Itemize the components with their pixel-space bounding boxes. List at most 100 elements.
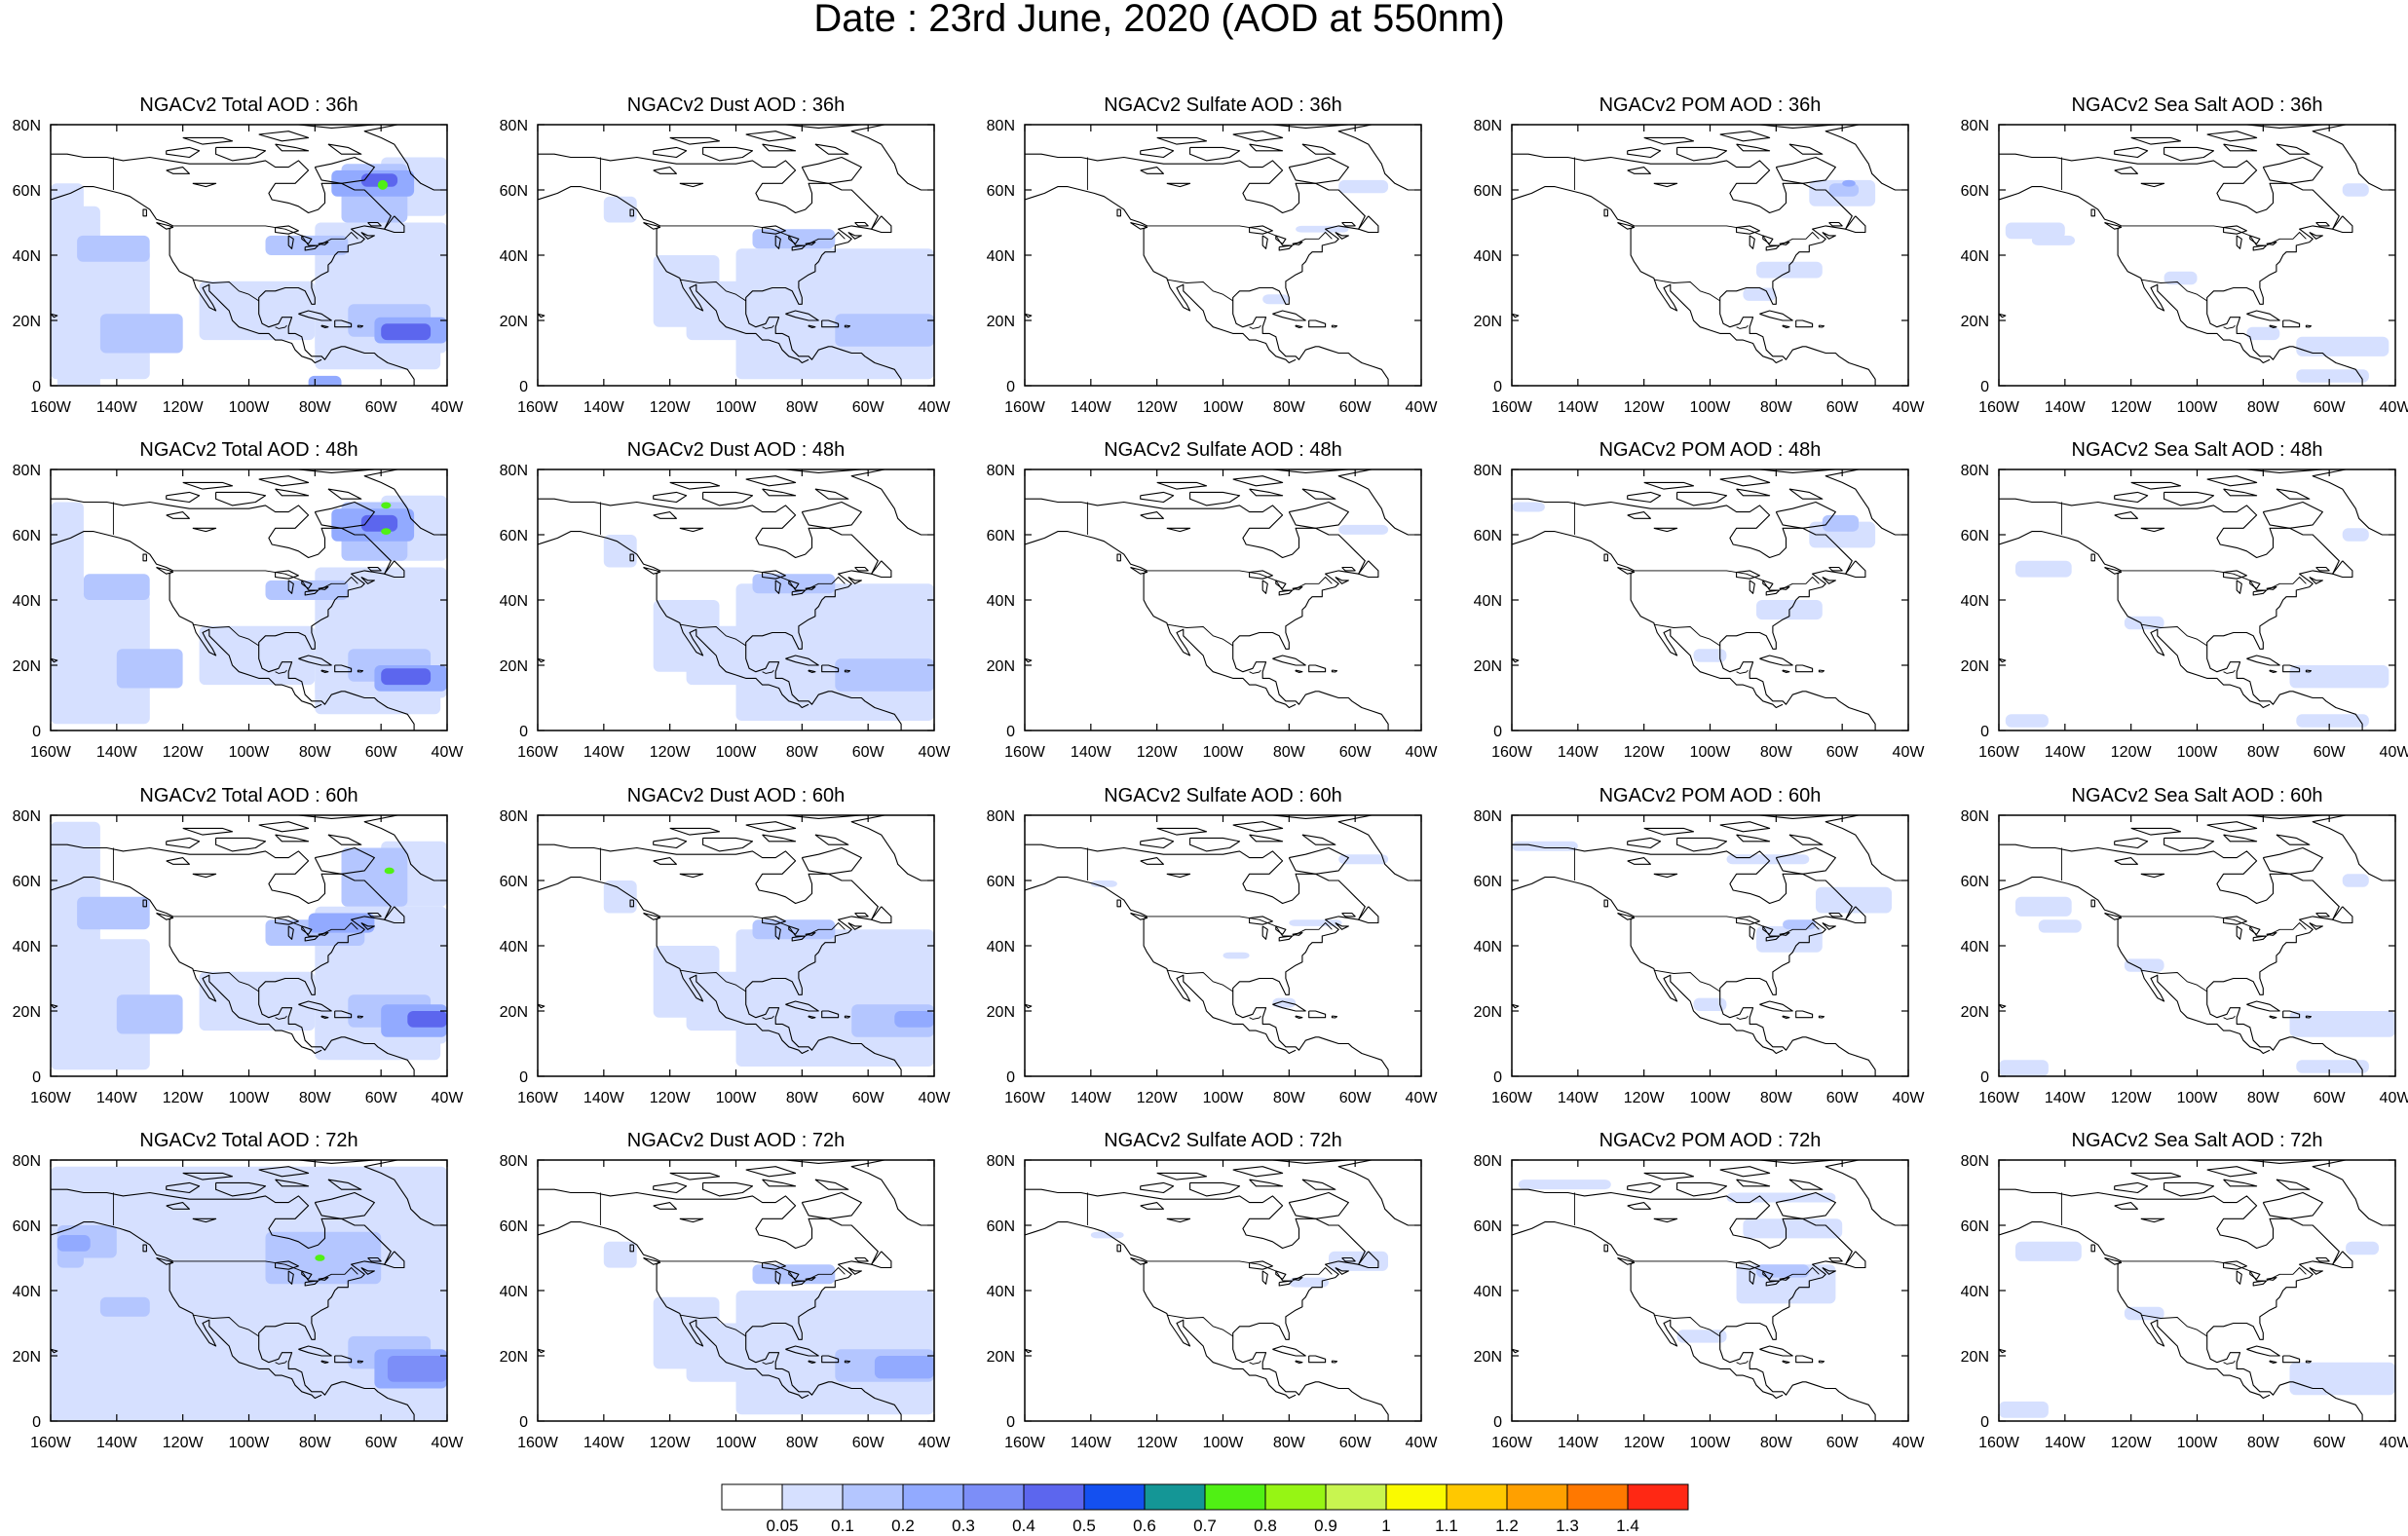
island-outline <box>2312 815 2395 881</box>
colorbar-swatch <box>1325 1483 1387 1511</box>
y-tick-label: 20N <box>987 658 1015 675</box>
x-tick-label: 60W <box>2314 399 2347 416</box>
x-tick-label: 100W <box>716 1435 758 1451</box>
island-outline <box>785 655 819 666</box>
aod-contour-level-1 <box>1223 952 1250 959</box>
aod-contour-level-5 <box>360 173 398 187</box>
island-outline <box>1759 310 1793 321</box>
island-outline <box>2315 912 2330 918</box>
island-outline <box>2246 655 2280 666</box>
island-outline <box>669 1172 721 1180</box>
lake-outline <box>1765 589 1781 596</box>
lake-outline <box>2249 925 2261 935</box>
island-outline <box>871 1251 892 1269</box>
island-outline <box>1775 156 1836 184</box>
lake-outline <box>774 925 781 940</box>
island-outline <box>1759 655 1793 666</box>
island-outline <box>1130 912 1148 920</box>
island-outline <box>2090 1244 2095 1253</box>
island-outline <box>384 215 405 234</box>
west-coastline <box>538 531 809 709</box>
panel-title: NGACv2 Sulfate AOD : 36h <box>1104 94 1342 116</box>
aod-contour-level-1 <box>1999 1401 2049 1418</box>
island-outline <box>2262 501 2323 529</box>
lake-outline <box>2140 873 2165 879</box>
island-outline <box>384 1251 405 1269</box>
island-outline <box>1358 215 1379 234</box>
x-tick-label: 40W <box>1893 1435 1926 1451</box>
aod-contour-level-1 <box>1512 502 1545 512</box>
island-outline <box>1156 481 1208 490</box>
aod-contour-level-8 <box>377 179 388 190</box>
country-border <box>1736 669 1749 674</box>
y-tick-label: 80N <box>500 1153 528 1170</box>
aod-field <box>1512 815 1908 1076</box>
island-outline <box>844 1015 851 1019</box>
aod-contour-level-1 <box>603 1241 637 1268</box>
map-panel-sulfate-1: NGACv2 Sulfate AOD : 48h 160W 140W 120W 100W… <box>987 439 1439 761</box>
island-outline <box>2282 1355 2301 1364</box>
island-outline <box>327 1179 362 1190</box>
map-panel-seasalt-0: NGACv2 Sea Salt AOD : 36h 160W 140W 120W 100… <box>1961 94 2408 416</box>
lake-outline <box>788 925 800 935</box>
x-tick-label: 140W <box>583 744 625 761</box>
island-outline <box>1140 1181 1175 1194</box>
island-outline <box>2315 566 2330 572</box>
coastlines <box>1025 815 1421 1076</box>
y-tick-label: 80N <box>1474 1153 1502 1170</box>
island-outline <box>1719 475 1771 487</box>
island-outline <box>1788 143 1824 155</box>
island-outline <box>2130 1172 2182 1180</box>
island-outline <box>2090 553 2095 562</box>
coastlines <box>1512 815 1908 1076</box>
island-outline <box>1845 906 1866 924</box>
y-tick-label: 0 <box>519 379 528 395</box>
x-tick-label: 100W <box>1690 399 1732 416</box>
country-border <box>1653 1314 1720 1337</box>
aod-contour-level-8 <box>315 1255 325 1261</box>
aod-contour-level-2 <box>1822 514 1860 532</box>
aod-field <box>51 469 447 731</box>
aod-contour-level-1 <box>381 1185 447 1252</box>
island-outline <box>785 1345 819 1357</box>
aod-field <box>1999 125 2395 386</box>
panel-title: NGACv2 Dust AOD : 72h <box>627 1130 845 1151</box>
y-tick-label: 20N <box>1961 314 1989 330</box>
island-outline <box>320 1360 329 1364</box>
west-coastline <box>51 531 322 709</box>
y-tick-label: 60N <box>13 183 41 200</box>
island-outline <box>762 834 797 843</box>
island-outline <box>1249 143 1284 152</box>
island-outline <box>1116 1244 1121 1253</box>
island-outline <box>1295 669 1303 673</box>
aod-contour-level-2 <box>99 1296 150 1317</box>
x-tick-label: 160W <box>1491 399 1533 416</box>
island-outline <box>1818 324 1825 328</box>
island-outline <box>334 1010 353 1019</box>
aod-contour-level-1 <box>1693 649 1727 662</box>
x-tick-label: 80W <box>299 399 332 416</box>
island-outline <box>258 475 310 487</box>
x-tick-label: 100W <box>716 1090 758 1106</box>
y-tick-label: 40N <box>13 248 41 265</box>
map-panel-seasalt-2: NGACv2 Sea Salt AOD : 60h 160W 140W 120W 100… <box>1961 785 2408 1106</box>
island-outline <box>2305 1015 2313 1019</box>
y-tick-label: 40N <box>1961 939 1989 955</box>
aod-contour-level-1 <box>1338 854 1389 865</box>
island-outline <box>298 310 332 321</box>
island-outline <box>850 815 934 881</box>
country-border <box>2140 1314 2207 1337</box>
lake-outline <box>1762 925 1774 935</box>
x-tick-label: 80W <box>1273 399 1306 416</box>
island-outline <box>1643 1172 1695 1180</box>
coastlines <box>538 469 934 731</box>
country-border <box>659 1260 846 1282</box>
x-tick-label: 100W <box>2177 1435 2219 1451</box>
y-tick-label: 20N <box>13 1349 41 1366</box>
island-outline <box>2130 827 2182 836</box>
panel-title: NGACv2 Dust AOD : 36h <box>627 94 845 116</box>
island-outline <box>2130 481 2182 490</box>
x-tick-label: 80W <box>1760 1090 1793 1106</box>
island-outline <box>156 912 174 920</box>
x-tick-label: 80W <box>786 744 819 761</box>
